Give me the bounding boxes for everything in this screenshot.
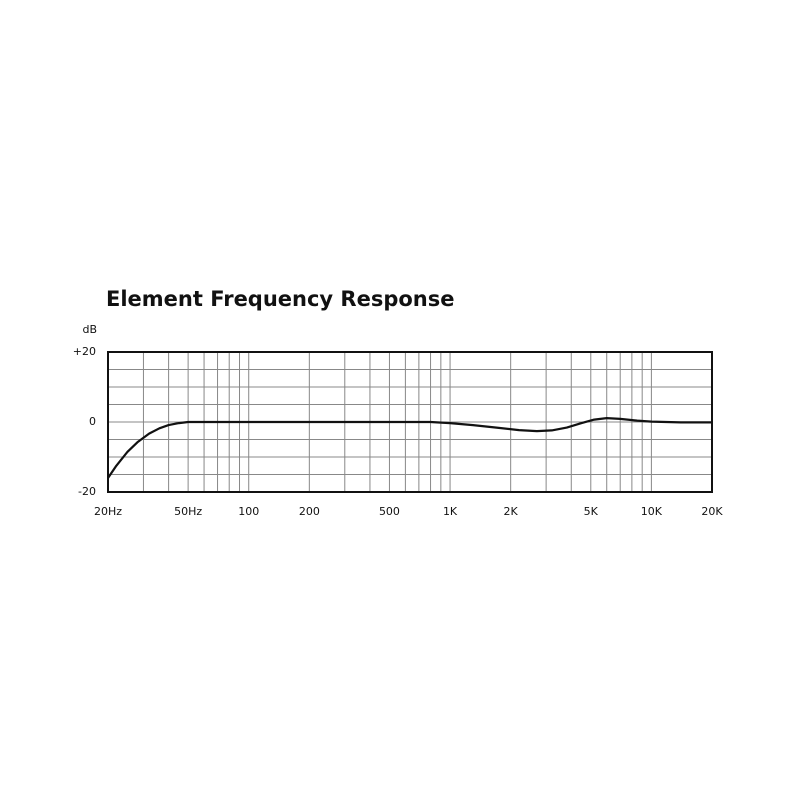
y-tick-label: +20 [73,345,96,358]
x-tick-label: 5K [584,505,599,518]
x-tick-label: 10K [641,505,663,518]
x-tick-label: 500 [379,505,400,518]
x-tick-label: 2K [504,505,519,518]
chart-title: Element Frequency Response [106,287,455,311]
x-tick-label: 200 [299,505,320,518]
x-tick-label: 1K [443,505,458,518]
response-curve [107,417,712,479]
y-tick-label: -20 [78,485,96,498]
x-tick-label: 50Hz [174,505,202,518]
x-tick-label: 100 [238,505,259,518]
x-tick-label: 20K [701,505,723,518]
x-tick-label: 20Hz [94,505,122,518]
y-tick-label: 0 [89,415,96,428]
y-axis-label: dB [82,323,97,336]
